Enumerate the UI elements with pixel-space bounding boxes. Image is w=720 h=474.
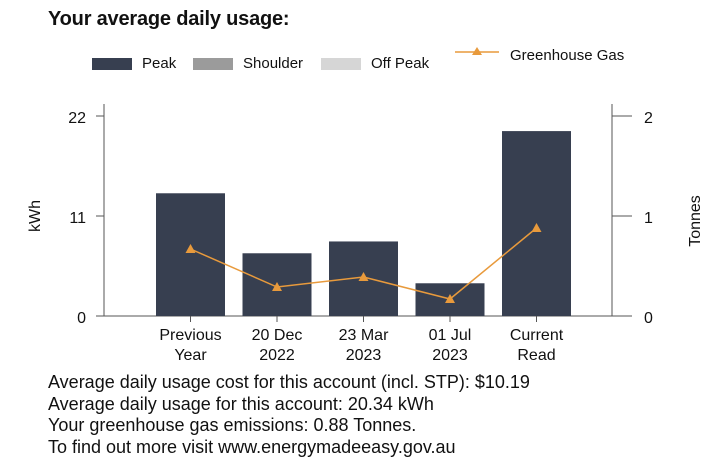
x-tick-label-line2: 2022 [259, 347, 295, 364]
x-tick-label-line1: 23 Mar [339, 327, 389, 344]
x-tick-label-line2: Year [174, 347, 207, 364]
y-tick-label-left: 11 [69, 210, 86, 227]
y-tick-label-left: 22 [68, 110, 86, 127]
y-tick-label-right: 1 [644, 210, 653, 227]
y-axis-label-left: kWh [27, 200, 44, 232]
summary-more-info: To find out more visit www.energymadeeas… [48, 436, 456, 457]
legend-line-greenhouse-gas [455, 47, 499, 55]
x-tick-label-line2: Read [517, 347, 555, 364]
legend-swatch-off-peak [321, 58, 361, 70]
legend-swatch-peak [92, 58, 132, 70]
legend-label-shoulder: Shoulder [243, 55, 304, 72]
point-greenhouse-gas [445, 294, 455, 303]
x-tick-label-line1: Current [510, 327, 564, 344]
summary-daily-usage: Average daily usage for this account: 20… [48, 393, 434, 414]
y-tick-label-right: 0 [644, 310, 653, 327]
point-greenhouse-gas [358, 272, 369, 281]
y-tick-label-right: 2 [644, 110, 653, 127]
legend-item-greenhouse-gas: Greenhouse Gas [455, 40, 655, 70]
point-greenhouse-gas [272, 282, 282, 291]
bar-peak [156, 193, 225, 316]
usage-chart: 0 11 22 0 1 2 kWh Tonnes Previous Year 20 Dec 2022 2… [27, 104, 704, 364]
legend-label-off-peak: Off Peak [371, 55, 430, 72]
point-greenhouse-gas [185, 244, 196, 253]
legend-label-greenhouse-gas: Greenhouse Gas [510, 47, 625, 64]
point-greenhouse-gas [531, 223, 542, 232]
legend-label-peak: Peak [142, 55, 177, 72]
legend-swatch-shoulder [193, 58, 233, 70]
summary-usage-cost: Average daily usage cost for this accoun… [48, 372, 530, 392]
x-tick-label-line2: 2023 [432, 347, 468, 364]
x-tick-label-line1: Previous [159, 327, 221, 344]
summary-block: Average daily usage cost for this accoun… [48, 372, 530, 458]
x-tick-label-line1: 20 Dec [252, 327, 303, 344]
x-tick-label-line1: 01 Jul [429, 327, 472, 344]
y-tick-label-left: 0 [77, 310, 86, 327]
chart-title: Your average daily usage: [48, 8, 290, 30]
summary-emissions: Your greenhouse gas emissions: 0.88 Tonn… [48, 415, 417, 435]
y-axis-label-right: Tonnes [687, 195, 704, 247]
x-tick-label-line2: 2023 [346, 347, 382, 364]
